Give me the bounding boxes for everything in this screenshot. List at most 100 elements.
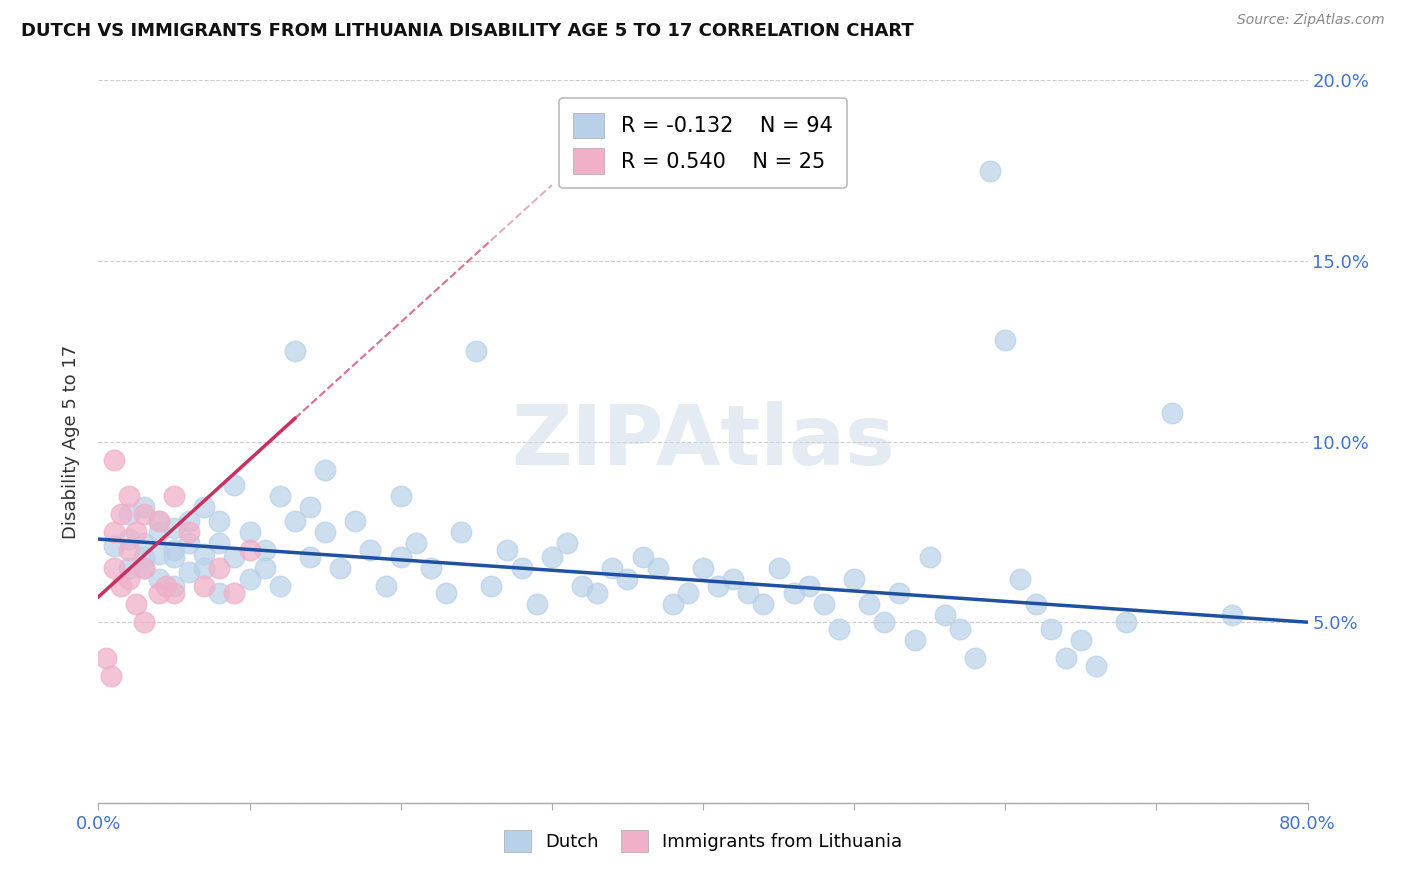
Immigrants from Lithuania [125,524,148,539]
Dutch [1054,651,1077,665]
Dutch [389,489,412,503]
Dutch [163,542,186,557]
Dutch [193,547,215,561]
Dutch [495,542,517,557]
Dutch [360,542,382,557]
Dutch [224,478,246,492]
Dutch [752,597,775,611]
Dutch [873,615,896,630]
Immigrants from Lithuania [132,507,155,521]
Dutch [692,561,714,575]
Dutch [389,550,412,565]
Dutch [163,579,186,593]
Dutch [616,572,638,586]
Dutch [1024,597,1046,611]
Immigrants from Lithuania [103,524,125,539]
Dutch [148,547,170,561]
Dutch [797,579,820,593]
Dutch [374,579,396,593]
Dutch [555,535,578,549]
Dutch [208,514,231,528]
Dutch [118,507,141,521]
Dutch [465,344,488,359]
Dutch [934,607,956,622]
Dutch [707,579,730,593]
Dutch [1070,633,1092,648]
Dutch [208,586,231,600]
Dutch [253,561,276,575]
Dutch [526,597,548,611]
Immigrants from Lithuania [155,579,177,593]
Dutch [571,579,593,593]
Dutch [844,572,866,586]
Dutch [132,535,155,549]
Dutch [434,586,457,600]
Text: Source: ZipAtlas.com: Source: ZipAtlas.com [1237,13,1385,28]
Dutch [979,163,1001,178]
Immigrants from Lithuania [103,452,125,467]
Dutch [405,535,427,549]
Dutch [284,514,307,528]
Dutch [828,623,851,637]
Immigrants from Lithuania [118,572,141,586]
Dutch [224,550,246,565]
Y-axis label: Disability Age 5 to 17: Disability Age 5 to 17 [62,344,80,539]
Dutch [783,586,806,600]
Dutch [314,463,336,477]
Dutch [420,561,443,575]
Dutch [253,542,276,557]
Dutch [208,535,231,549]
Dutch [965,651,987,665]
Immigrants from Lithuania [94,651,117,665]
Immigrants from Lithuania [224,586,246,600]
Dutch [132,550,155,565]
Dutch [329,561,352,575]
Dutch [103,539,125,553]
Immigrants from Lithuania [163,586,186,600]
Dutch [132,500,155,514]
Dutch [858,597,880,611]
Dutch [510,561,533,575]
Dutch [1010,572,1032,586]
Text: ZIPAtlas: ZIPAtlas [510,401,896,482]
Immigrants from Lithuania [132,615,155,630]
Immigrants from Lithuania [110,507,132,521]
Immigrants from Lithuania [100,669,122,683]
Immigrants from Lithuania [118,489,141,503]
Dutch [813,597,835,611]
Dutch [889,586,911,600]
Dutch [676,586,699,600]
Dutch [299,550,322,565]
Dutch [586,586,609,600]
Immigrants from Lithuania [148,586,170,600]
Dutch [269,489,291,503]
Dutch [148,514,170,528]
Dutch [299,500,322,514]
Legend: Dutch, Immigrants from Lithuania: Dutch, Immigrants from Lithuania [496,822,910,859]
Dutch [239,524,262,539]
Dutch [994,334,1017,348]
Dutch [118,532,141,546]
Dutch [269,579,291,593]
Dutch [163,521,186,535]
Dutch [723,572,745,586]
Dutch [481,579,503,593]
Dutch [179,535,201,549]
Dutch [1039,623,1062,637]
Immigrants from Lithuania [103,561,125,575]
Dutch [284,344,307,359]
Dutch [768,561,790,575]
Dutch [1115,615,1137,630]
Dutch [918,550,941,565]
Dutch [314,524,336,539]
Text: DUTCH VS IMMIGRANTS FROM LITHUANIA DISABILITY AGE 5 TO 17 CORRELATION CHART: DUTCH VS IMMIGRANTS FROM LITHUANIA DISAB… [21,22,914,40]
Dutch [132,561,155,575]
Dutch [148,524,170,539]
Immigrants from Lithuania [118,542,141,557]
Immigrants from Lithuania [239,542,262,557]
Dutch [1085,658,1108,673]
Dutch [148,572,170,586]
Dutch [631,550,654,565]
Dutch [193,500,215,514]
Dutch [1160,406,1182,420]
